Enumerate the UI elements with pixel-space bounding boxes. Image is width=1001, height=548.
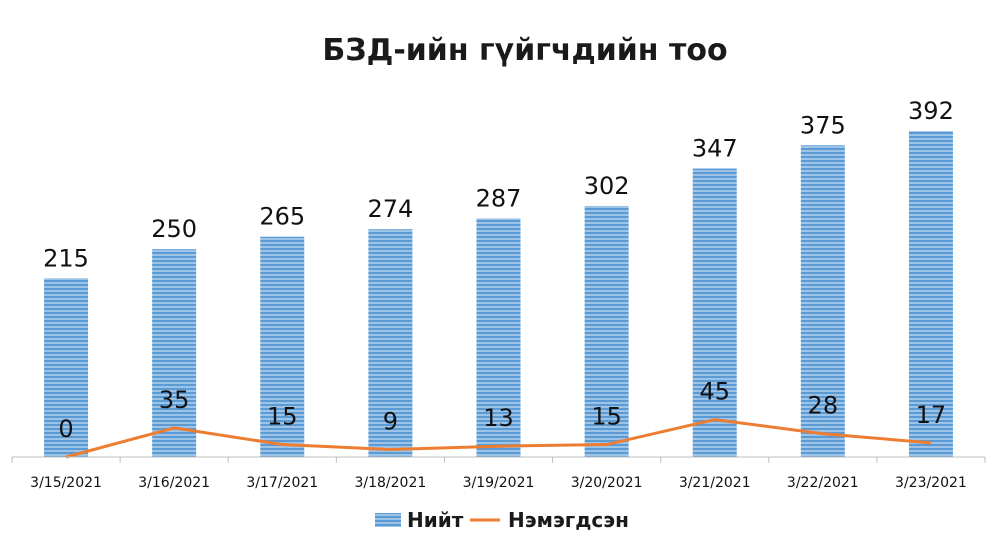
line-added bbox=[65, 418, 932, 459]
line-layer bbox=[65, 418, 932, 459]
data-label-added-4: 13 bbox=[483, 404, 514, 432]
bar-total-4 bbox=[476, 218, 521, 457]
x-tick-label-2: 3/17/2021 bbox=[246, 475, 318, 491]
x-tick-label-1: 3/16/2021 bbox=[138, 475, 210, 491]
data-label-total-6: 347 bbox=[692, 135, 738, 163]
data-label-added-1: 35 bbox=[159, 386, 190, 414]
data-label-total-7: 375 bbox=[800, 111, 846, 139]
bar-total-1 bbox=[152, 249, 197, 457]
data-label-total-4: 287 bbox=[476, 184, 522, 212]
legend-label-added: Нэмэгдсэн bbox=[508, 508, 629, 532]
legend-label-total: Нийт bbox=[407, 508, 464, 532]
x-tick-label-8: 3/23/2021 bbox=[895, 475, 967, 491]
labels-layer: 215 250 265 274 287 302 347 375 392 0 35 15 9 13 15 45 2… bbox=[43, 97, 954, 443]
data-label-added-6: 45 bbox=[699, 378, 730, 406]
x-tick-label-3: 3/18/2021 bbox=[354, 475, 426, 491]
bar-total-2 bbox=[260, 236, 305, 457]
x-tick-label-5: 3/20/2021 bbox=[571, 475, 643, 491]
data-label-total-2: 265 bbox=[259, 203, 305, 231]
x-tick-label-7: 3/22/2021 bbox=[787, 475, 859, 491]
legend: Нийт Нэмэгдсэн bbox=[375, 508, 629, 532]
bar-total-3 bbox=[368, 229, 413, 457]
data-label-total-8: 392 bbox=[908, 97, 954, 125]
data-label-total-5: 302 bbox=[584, 172, 630, 200]
data-label-total-1: 250 bbox=[151, 215, 197, 243]
x-tick-label-6: 3/21/2021 bbox=[679, 475, 751, 491]
legend-swatch-total bbox=[375, 513, 401, 527]
x-tick-label-0: 3/15/2021 bbox=[30, 475, 102, 491]
bar-total-5 bbox=[584, 205, 629, 457]
data-label-total-3: 274 bbox=[367, 195, 413, 223]
data-label-added-7: 28 bbox=[808, 392, 839, 420]
bar-total-8 bbox=[908, 131, 953, 457]
x-tick-label-4: 3/19/2021 bbox=[463, 475, 535, 491]
chart-title: БЗД-ийн гүйгчдийн тоо bbox=[322, 33, 727, 68]
data-label-added-5: 15 bbox=[591, 403, 622, 431]
data-label-added-0: 0 bbox=[58, 415, 73, 443]
bar-total-0 bbox=[44, 278, 89, 457]
data-label-total-0: 215 bbox=[43, 244, 89, 272]
data-label-added-3: 9 bbox=[383, 408, 398, 436]
data-label-added-8: 17 bbox=[916, 401, 947, 429]
bar-total-7 bbox=[800, 145, 845, 458]
x-axis: 3/15/2021 3/16/2021 3/17/2021 3/18/2021 3/19… bbox=[11, 456, 986, 491]
bars-layer bbox=[44, 131, 953, 458]
bar-total-6 bbox=[692, 168, 737, 457]
data-label-added-2: 15 bbox=[267, 403, 298, 431]
